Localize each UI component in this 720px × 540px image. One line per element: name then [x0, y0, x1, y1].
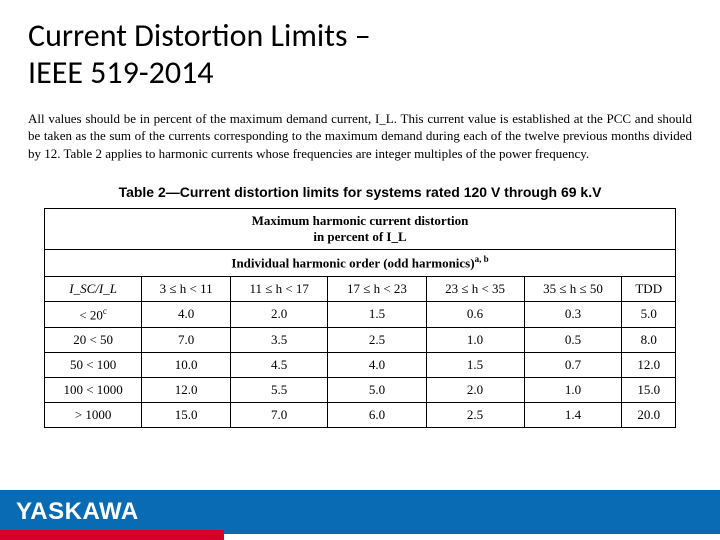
- table-cell: 0.3: [524, 301, 622, 327]
- table-cell: 4.0: [142, 301, 231, 327]
- table-cell: 7.0: [230, 402, 327, 427]
- table-cell: 20.0: [622, 402, 676, 427]
- title-line-1: Current Distortion Limits –: [28, 16, 371, 55]
- table-cell: 2.5: [328, 327, 426, 352]
- table-cell: 5.5: [230, 377, 327, 402]
- col-header-0-text: I_SC/I_L: [69, 281, 117, 296]
- row-label: < 20c: [45, 301, 142, 327]
- footer-red-bar: [0, 530, 224, 540]
- table-row: < 20c 4.0 2.0 1.5 0.6 0.3 5.0: [45, 301, 676, 327]
- header-main-line-a: Maximum harmonic current distortion: [252, 213, 469, 228]
- col-header-0: I_SC/I_L: [45, 276, 142, 301]
- table-cell: 15.0: [142, 402, 231, 427]
- table-cell: 5.0: [328, 377, 426, 402]
- table-cell: 2.0: [230, 301, 327, 327]
- table-cell: 4.0: [328, 352, 426, 377]
- table-cell: 4.5: [230, 352, 327, 377]
- col-header-6: TDD: [622, 276, 676, 301]
- table-cell: 6.0: [328, 402, 426, 427]
- header-sub-text: Individual harmonic order (odd harmonics…: [231, 256, 474, 271]
- table-header-row-sub: Individual harmonic order (odd harmonics…: [45, 250, 676, 276]
- table-header-sub: Individual harmonic order (odd harmonics…: [45, 250, 676, 276]
- table-row: 20 < 50 7.0 3.5 2.5 1.0 0.5 8.0: [45, 327, 676, 352]
- header-sub-sup: a, b: [475, 254, 489, 264]
- table-cell: 1.5: [328, 301, 426, 327]
- row-label: 20 < 50: [45, 327, 142, 352]
- col-header-4: 23 ≤ h < 35: [426, 276, 524, 301]
- table-row: 100 < 1000 12.0 5.5 5.0 2.0 1.0 15.0: [45, 377, 676, 402]
- row-label-sup: c: [103, 306, 107, 316]
- table-cell: 1.5: [426, 352, 524, 377]
- col-header-5: 35 ≤ h ≤ 50: [524, 276, 622, 301]
- slide-title: Current Distortion Limits – IEEE 519-201…: [0, 0, 720, 92]
- table-caption: Table 2—Current distortion limits for sy…: [0, 184, 720, 200]
- col-header-3: 17 ≤ h < 23: [328, 276, 426, 301]
- table-cell: 3.5: [230, 327, 327, 352]
- description-text: All values should be in percent of the m…: [0, 92, 720, 163]
- table-header-main: Maximum harmonic current distortion in p…: [45, 209, 676, 250]
- table-cell: 2.5: [426, 402, 524, 427]
- table-cell: 0.5: [524, 327, 622, 352]
- row-label: 100 < 1000: [45, 377, 142, 402]
- yaskawa-logo: YASKAWA: [16, 498, 139, 526]
- row-label-text: 50 < 100: [70, 357, 116, 372]
- table-cell: 1.4: [524, 402, 622, 427]
- table-cell: 1.0: [426, 327, 524, 352]
- table-cell: 1.0: [524, 377, 622, 402]
- table-cell: 0.6: [426, 301, 524, 327]
- table-cell: 0.7: [524, 352, 622, 377]
- table-row: > 1000 15.0 7.0 6.0 2.5 1.4 20.0: [45, 402, 676, 427]
- table-container: Maximum harmonic current distortion in p…: [0, 208, 720, 428]
- title-line-2: IEEE 519-2014: [28, 53, 214, 92]
- table-cell: 8.0: [622, 327, 676, 352]
- footer-bar: YASKAWA: [0, 484, 720, 540]
- table-cell: 10.0: [142, 352, 231, 377]
- row-label: 50 < 100: [45, 352, 142, 377]
- table-column-headers: I_SC/I_L 3 ≤ h < 11 11 ≤ h < 17 17 ≤ h <…: [45, 276, 676, 301]
- table-header-row-main: Maximum harmonic current distortion in p…: [45, 209, 676, 250]
- row-label: > 1000: [45, 402, 142, 427]
- table-cell: 12.0: [622, 352, 676, 377]
- row-label-text: > 1000: [75, 407, 112, 422]
- row-label-text: < 20: [79, 307, 103, 322]
- table-cell: 5.0: [622, 301, 676, 327]
- table-cell: 7.0: [142, 327, 231, 352]
- row-label-text: 20 < 50: [73, 332, 113, 347]
- table-cell: 15.0: [622, 377, 676, 402]
- col-header-2: 11 ≤ h < 17: [230, 276, 327, 301]
- table-row: 50 < 100 10.0 4.5 4.0 1.5 0.7 12.0: [45, 352, 676, 377]
- header-main-line-b: in percent of I_L: [313, 229, 406, 244]
- distortion-limits-table: Maximum harmonic current distortion in p…: [44, 208, 676, 428]
- row-label-text: 100 < 1000: [63, 382, 122, 397]
- col-header-1: 3 ≤ h < 11: [142, 276, 231, 301]
- table-cell: 12.0: [142, 377, 231, 402]
- table-cell: 2.0: [426, 377, 524, 402]
